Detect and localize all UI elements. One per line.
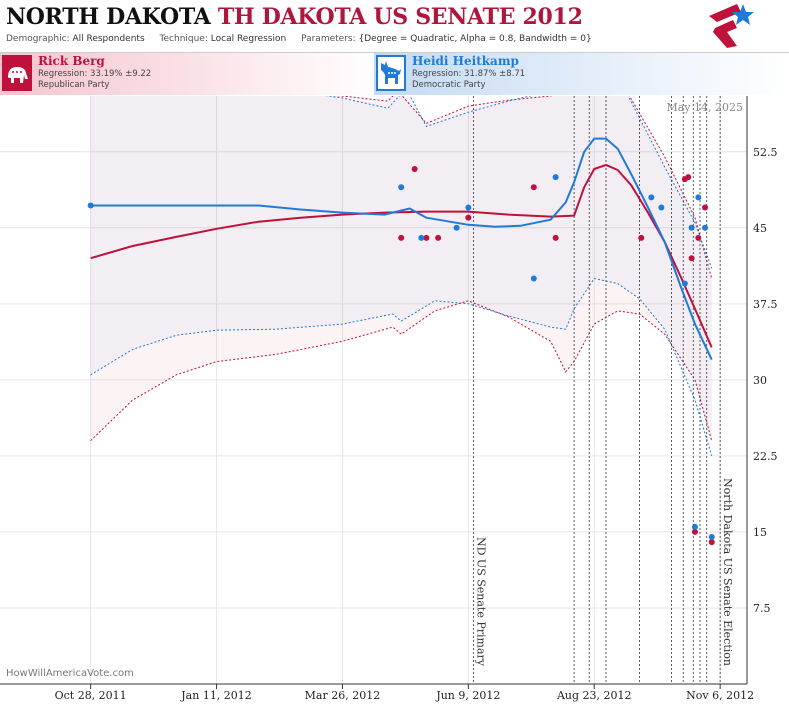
candidate-regression: Regression: 33.19% ±9.22	[38, 69, 152, 79]
regression-line-heidi-heitkamp	[90, 137, 713, 361]
poll-point-heidi-heitkamp	[688, 224, 695, 231]
upper-bound-heidi-heitkamp	[325, 96, 713, 269]
poll-point-heidi-heitkamp	[681, 280, 688, 287]
poll-point-rick-berg	[465, 214, 472, 221]
poll-point-heidi-heitkamp	[648, 194, 655, 201]
regression-line-rick-berg	[90, 163, 713, 348]
candidate-regression: Regression: 31.87% ±8.71	[412, 69, 526, 79]
y-tick-label: 15	[753, 526, 767, 539]
technique-label: Technique:	[159, 34, 208, 44]
technique-value: Local Regression	[210, 34, 287, 44]
poll-point-rick-berg	[411, 165, 418, 172]
parameters-value: {Degree = Quadratic, Alpha = 0.8, Bandwi…	[358, 34, 592, 44]
poll-point-rick-berg	[435, 234, 442, 241]
candidate-name: Rick Berg	[38, 54, 105, 68]
candidate-party: Republican Party	[38, 80, 110, 90]
flag-star-logo	[709, 4, 754, 48]
poll-point-rick-berg	[702, 204, 709, 211]
y-tick-label: 30	[753, 374, 767, 387]
candidate-legend: Rick Berg Regression: 33.19% ±9.22 Repub…	[0, 53, 789, 95]
poll-point-rick-berg	[685, 174, 692, 181]
poll-point-rick-berg	[695, 234, 702, 241]
poll-point-heidi-heitkamp	[465, 204, 472, 211]
poll-point-heidi-heitkamp	[398, 184, 405, 191]
poll-point-heidi-heitkamp	[708, 534, 715, 540]
demographic-label: Demographic:	[6, 34, 70, 44]
poll-point-rick-berg	[708, 539, 715, 546]
chart-parameters: Demographic: All Respondents Technique: …	[6, 34, 592, 44]
lower-bound-heidi-heitkamp	[90, 277, 713, 457]
watermark: HowWillAmericaVote.com	[6, 668, 134, 679]
title-secondary: TH DAKOTA US SENATE 2012	[217, 4, 583, 30]
x-tick-label: Jun 9, 2012	[435, 689, 500, 702]
poll-point-rick-berg	[688, 255, 695, 262]
x-tick-label: Oct 28, 2011	[55, 689, 127, 702]
poll-point-heidi-heitkamp	[418, 234, 425, 241]
candidate-party: Democratic Party	[412, 80, 486, 90]
y-tick-label: 22.5	[753, 450, 778, 463]
poll-point-heidi-heitkamp	[530, 275, 537, 282]
y-tick-label: 37.5	[753, 298, 778, 311]
header: NORTH DAKOTA TH DAKOTA US SENATE 2012 De…	[0, 0, 789, 53]
demographic-value: All Respondents	[72, 34, 145, 44]
confidence-band-heidi-heitkamp	[90, 96, 712, 456]
confidence-band-rick-berg	[90, 96, 712, 441]
date-stamp: May 14, 2025	[666, 101, 743, 114]
plot-layer	[87, 96, 721, 684]
candidate-heidi-heitkamp: Heidi Heitkamp Regression: 31.87% ±8.71 …	[374, 53, 789, 95]
event-label: ND US Senate Primary	[474, 537, 487, 667]
poll-point-heidi-heitkamp	[702, 224, 709, 231]
parameters-label: Parameters:	[301, 34, 356, 44]
poll-point-heidi-heitkamp	[658, 204, 665, 211]
donkey-icon	[376, 55, 406, 91]
poll-point-heidi-heitkamp	[87, 202, 94, 209]
poll-point-heidi-heitkamp	[691, 523, 698, 530]
y-tick-label: 45	[753, 222, 767, 235]
x-tick-label: Aug 23, 2012	[556, 689, 632, 702]
event-label: North Dakota US Senate Election	[721, 478, 734, 666]
page-title: NORTH DAKOTA TH DAKOTA US SENATE 2012	[6, 4, 583, 30]
poll-point-heidi-heitkamp	[453, 224, 460, 231]
upper-bound-rick-berg	[334, 96, 713, 279]
poll-point-rick-berg	[552, 234, 559, 241]
plot-area	[0, 96, 747, 684]
title-primary: NORTH DAKOTA	[6, 4, 211, 30]
y-tick-label: 52.5	[753, 146, 778, 159]
x-tick-label: Nov 6, 2012	[686, 689, 754, 702]
poll-point-heidi-heitkamp	[695, 194, 702, 201]
candidate-rick-berg: Rick Berg Regression: 33.19% ±9.22 Repub…	[0, 53, 380, 95]
poll-point-rick-berg	[691, 528, 698, 535]
poll-point-rick-berg	[398, 234, 405, 241]
x-tick-label: Mar 26, 2012	[305, 689, 381, 702]
lower-bound-rick-berg	[90, 300, 713, 442]
x-tick-label: Jan 11, 2012	[180, 689, 252, 702]
poll-point-rick-berg	[530, 184, 537, 191]
y-tick-label: 7.5	[753, 602, 771, 615]
elephant-icon	[2, 55, 32, 91]
poll-point-rick-berg	[423, 234, 430, 241]
candidate-name: Heidi Heitkamp	[412, 54, 519, 68]
poll-point-rick-berg	[638, 234, 645, 241]
poll-point-heidi-heitkamp	[552, 174, 559, 181]
